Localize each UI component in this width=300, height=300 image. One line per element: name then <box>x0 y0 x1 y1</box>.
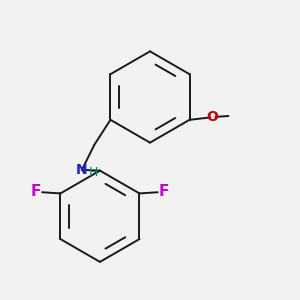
Text: O: O <box>206 110 218 124</box>
Text: H: H <box>88 166 98 179</box>
Text: F: F <box>31 184 41 199</box>
Text: F: F <box>159 184 169 199</box>
Text: N: N <box>76 163 88 177</box>
